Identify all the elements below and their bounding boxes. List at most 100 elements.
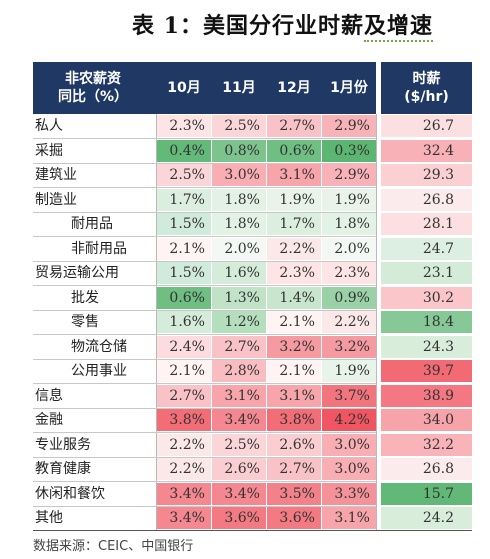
wage-cell: 29.3 <box>381 164 472 186</box>
growth-cell: 3.6% <box>212 507 266 529</box>
growth-cell: 0.8% <box>212 139 266 162</box>
row-divider <box>33 187 376 188</box>
row-label: 耐用品 <box>71 216 113 232</box>
growth-cell: 2.3% <box>267 262 321 284</box>
header-label-line1: 非农薪资 <box>65 71 121 87</box>
growth-cell: 3.0% <box>212 164 266 186</box>
row-label: 建筑业 <box>35 167 77 183</box>
growth-cell: 2.7% <box>212 335 266 358</box>
wage-cell: 24.2 <box>381 507 472 529</box>
growth-cell: 3.4% <box>212 482 266 505</box>
wage-cell: 26.7 <box>381 115 472 137</box>
wage-cell: 34.0 <box>381 409 472 431</box>
wage-cell: 38.9 <box>381 384 472 407</box>
row-label: 休闲和餐饮 <box>35 485 105 502</box>
wage-cell: 30.2 <box>381 286 472 309</box>
row-label: 制造业 <box>35 191 77 208</box>
table-row: 金融 3.8% 3.4% 3.8% 4.2% 34.0 <box>33 408 472 433</box>
row-divider <box>33 334 376 335</box>
growth-cell: 1.5% <box>157 262 211 284</box>
table-row: 其他 3.4% 3.6% 3.6% 3.1% 24.2 <box>33 506 472 531</box>
table-title: 表 1：美国分行业时薪及增速 <box>132 8 433 42</box>
header-wage-line2: ($/hr) <box>404 89 449 105</box>
table-row: 物流仓储 2.4% 2.7% 3.2% 3.2% 24.3 <box>33 335 472 360</box>
growth-cell: 2.5% <box>212 433 266 456</box>
row-label: 其他 <box>35 510 63 526</box>
row-divider <box>33 481 376 482</box>
row-label: 金融 <box>35 412 63 428</box>
growth-cell: 1.5% <box>157 213 211 235</box>
growth-cell: 0.9% <box>322 286 376 309</box>
growth-cell: 3.6% <box>267 507 321 529</box>
header-wage-line1: 时薪 <box>412 71 441 87</box>
growth-cell: 3.4% <box>157 507 211 529</box>
growth-cell: 3.4% <box>212 409 266 431</box>
header-month-oct: 10月 <box>167 80 201 96</box>
growth-cell: 2.2% <box>322 311 376 333</box>
table-row: 批发 0.6% 1.3% 1.4% 0.9% 30.2 <box>33 286 472 311</box>
row-divider <box>33 456 376 458</box>
growth-cell: 2.5% <box>212 115 266 137</box>
table-row: 私人 2.3% 2.5% 2.7% 2.9% 26.7 <box>33 114 472 139</box>
table-row: 专业服务 2.2% 2.5% 2.6% 3.0% 32.2 <box>33 433 472 458</box>
growth-cell: 2.9% <box>322 164 376 186</box>
table-row: 建筑业 2.5% 3.0% 3.1% 2.9% 29.3 <box>33 163 472 188</box>
growth-cell: 3.0% <box>322 458 376 480</box>
table-bottom-rule <box>33 530 472 531</box>
table-row: 休闲和餐饮 3.4% 3.4% 3.5% 3.3% 15.7 <box>33 482 472 507</box>
header-wage: 时薪 ($/hr) <box>381 70 472 106</box>
growth-cell: 2.0% <box>322 237 376 260</box>
growth-cell: 1.8% <box>212 188 266 211</box>
growth-cell: 1.7% <box>157 188 211 211</box>
header-month-dec: 12月 <box>277 80 311 96</box>
row-label: 非耐用品 <box>71 240 127 257</box>
row-label: 零售 <box>71 314 99 330</box>
growth-cell: 1.9% <box>267 188 321 211</box>
row-label: 教育健康 <box>35 461 91 477</box>
row-divider <box>33 211 376 213</box>
growth-cell: 3.2% <box>267 335 321 358</box>
growth-cell: 1.2% <box>212 311 266 333</box>
row-divider <box>33 505 376 507</box>
wage-cell: 39.7 <box>381 360 472 382</box>
growth-cell: 2.7% <box>267 115 321 137</box>
growth-cell: 3.1% <box>322 507 376 529</box>
growth-cell: 2.7% <box>157 384 211 407</box>
table-row: 贸易运输公用 1.5% 1.6% 2.3% 2.3% 23.1 <box>33 261 472 286</box>
growth-cell: 3.2% <box>322 335 376 358</box>
growth-cell: 1.3% <box>212 286 266 309</box>
wage-cell: 32.2 <box>381 433 472 456</box>
row-label: 专业服务 <box>35 436 91 453</box>
row-divider <box>33 236 376 237</box>
growth-cell: 1.6% <box>212 262 266 284</box>
growth-cell: 1.7% <box>267 213 321 235</box>
growth-cell: 1.8% <box>322 213 376 235</box>
divider-wage-col <box>376 114 377 530</box>
growth-cell: 3.5% <box>267 482 321 505</box>
growth-cell: 2.9% <box>322 115 376 137</box>
divider-label-col <box>156 114 157 530</box>
row-divider <box>33 407 376 409</box>
wage-cell: 32.4 <box>381 139 472 162</box>
wage-cell: 18.4 <box>381 311 472 333</box>
header-month-nov: 11月 <box>222 80 256 96</box>
growth-cell: 3.7% <box>322 384 376 407</box>
growth-cell: 3.1% <box>267 384 321 407</box>
header-label-line2: 同比（%） <box>57 89 129 105</box>
growth-cell: 2.2% <box>267 237 321 260</box>
growth-cell: 1.4% <box>267 286 321 309</box>
table-row: 零售 1.6% 1.2% 2.1% 2.2% 18.4 <box>33 310 472 335</box>
growth-cell: 3.8% <box>267 409 321 431</box>
growth-cell: 3.8% <box>157 409 211 431</box>
table-row: 采掘 0.4% 0.8% 0.6% 0.3% 32.4 <box>33 139 472 164</box>
header-label: 非农薪资 同比（%） <box>33 70 153 106</box>
growth-cell: 4.2% <box>322 409 376 431</box>
table-row: 公用事业 2.1% 2.8% 2.1% 1.9% 39.7 <box>33 359 472 384</box>
growth-cell: 3.3% <box>322 482 376 505</box>
title-main: 表 1：美国分行业时薪 <box>132 13 364 39</box>
table-row: 信息 2.7% 3.1% 3.1% 3.7% 38.9 <box>33 384 472 409</box>
growth-cell: 2.0% <box>212 237 266 260</box>
wage-cell: 15.7 <box>381 482 472 505</box>
wage-cell: 28.1 <box>381 213 472 235</box>
table-row: 耐用品 1.5% 1.8% 1.7% 1.8% 28.1 <box>33 212 472 237</box>
